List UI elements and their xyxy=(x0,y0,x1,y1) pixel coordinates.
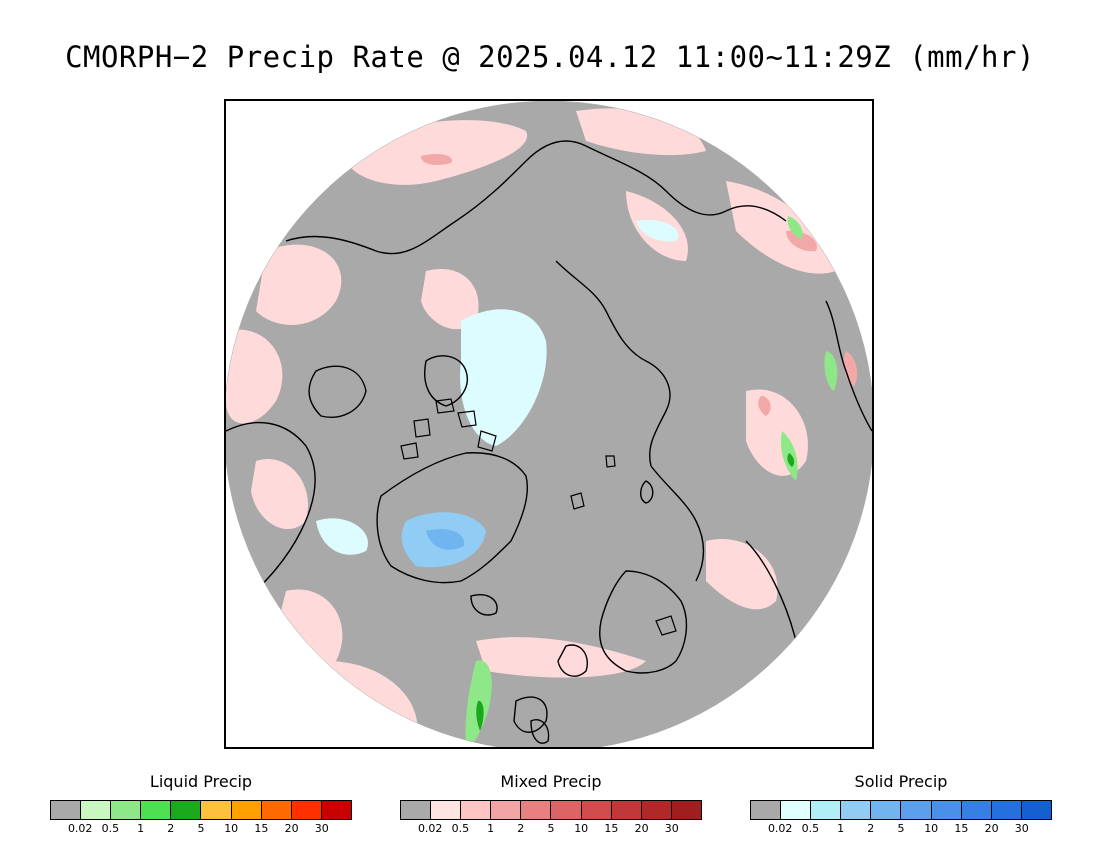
legend-mixed-precip: Mixed Precip 0.02 0.5 1 2 5 10 15 20 30 xyxy=(400,772,702,836)
legend-swatch xyxy=(431,801,462,819)
legend-tick-label: 2 xyxy=(867,822,875,835)
legend-swatch xyxy=(81,801,112,819)
precip-map xyxy=(226,101,872,747)
legend-color-bar xyxy=(50,800,352,820)
legend-liquid-precip: Liquid Precip 0.02 0.5 1 2 5 10 15 20 30 xyxy=(50,772,352,836)
legend-swatch xyxy=(931,801,962,819)
map-disc xyxy=(226,101,872,747)
no-precip-area xyxy=(226,101,872,747)
legend-swatch xyxy=(551,801,582,819)
liquid-precip xyxy=(465,216,838,747)
map-frame xyxy=(224,99,874,749)
legend-swatch xyxy=(461,801,492,819)
legend-tick-label: 0.5 xyxy=(101,822,120,835)
legend-tick-label: 1 xyxy=(487,822,495,835)
legend-tick-label: 20 xyxy=(984,822,999,835)
legend-tick-label: 15 xyxy=(254,822,269,835)
legend-color-bar xyxy=(750,800,1052,820)
legend-tick-label: 2 xyxy=(167,822,175,835)
legend-swatch xyxy=(171,801,202,819)
legend-swatch xyxy=(201,801,232,819)
legend-title: Mixed Precip xyxy=(500,772,602,791)
legend-swatch xyxy=(521,801,552,819)
legend-tick-label: 5 xyxy=(547,822,555,835)
coastlines xyxy=(226,140,872,744)
legend-tick-label: 10 xyxy=(574,822,589,835)
legend-swatch xyxy=(901,801,932,819)
legend-swatch xyxy=(811,801,842,819)
legend-tick-label: 15 xyxy=(604,822,619,835)
legend-tick-label: 0.02 xyxy=(417,822,443,835)
legend-swatch xyxy=(611,801,642,819)
solid-precip-moderate xyxy=(401,512,486,568)
mixed-precip-moderate xyxy=(421,153,858,416)
legend-tick-label: 10 xyxy=(224,822,239,835)
legend-swatch xyxy=(961,801,992,819)
legend-swatch xyxy=(1021,801,1051,819)
legend-tick-label: 30 xyxy=(1014,822,1029,835)
legend-tick-label: 2 xyxy=(517,822,525,835)
legend-swatch xyxy=(261,801,292,819)
legend-tick-labels: 0.02 0.5 1 2 5 10 15 20 30 xyxy=(50,822,352,836)
legend-tick-label: 30 xyxy=(664,822,679,835)
legend-swatch xyxy=(111,801,142,819)
legend-tick-label: 15 xyxy=(954,822,969,835)
legend-swatch xyxy=(231,801,262,819)
legend-swatch xyxy=(321,801,351,819)
legend-tick-label: 5 xyxy=(897,822,905,835)
legend-swatch xyxy=(291,801,322,819)
legend-swatch xyxy=(991,801,1022,819)
legend-tick-label: 20 xyxy=(634,822,649,835)
legend-swatch xyxy=(751,801,782,819)
legend-tick-label: 0.5 xyxy=(451,822,470,835)
legend-swatch xyxy=(51,801,82,819)
legend-solid-precip: Solid Precip 0.02 0.5 1 2 5 10 15 20 30 xyxy=(750,772,1052,836)
solid-precip-light xyxy=(316,220,679,555)
legend-tick-label: 10 xyxy=(924,822,939,835)
legend-tick-labels: 0.02 0.5 1 2 5 10 15 20 30 xyxy=(750,822,1052,836)
legend-tick-label: 5 xyxy=(197,822,205,835)
legend-title: Solid Precip xyxy=(854,772,948,791)
legend-color-bar xyxy=(400,800,702,820)
legend-tick-label: 1 xyxy=(837,822,845,835)
legend-swatch xyxy=(401,801,432,819)
legend-swatch xyxy=(871,801,902,819)
legend-tick-label: 1 xyxy=(137,822,145,835)
arctic-islands xyxy=(400,398,677,636)
legend-swatch xyxy=(781,801,812,819)
legend-swatch xyxy=(841,801,872,819)
legend-title: Liquid Precip xyxy=(149,772,253,791)
map-title: CMORPH−2 Precip Rate @ 2025.04.12 11:00~… xyxy=(65,40,1035,74)
legend-swatch xyxy=(141,801,172,819)
legend-tick-label: 30 xyxy=(314,822,329,835)
legend-swatch xyxy=(641,801,672,819)
legend-tick-label: 0.02 xyxy=(767,822,793,835)
legend-tick-label: 20 xyxy=(284,822,299,835)
legend-tick-label: 0.5 xyxy=(801,822,820,835)
legend-tick-label: 0.02 xyxy=(67,822,93,835)
legend-swatch xyxy=(491,801,522,819)
legend-swatch xyxy=(671,801,701,819)
legend-swatch xyxy=(581,801,612,819)
legend-tick-labels: 0.02 0.5 1 2 5 10 15 20 30 xyxy=(400,822,702,836)
